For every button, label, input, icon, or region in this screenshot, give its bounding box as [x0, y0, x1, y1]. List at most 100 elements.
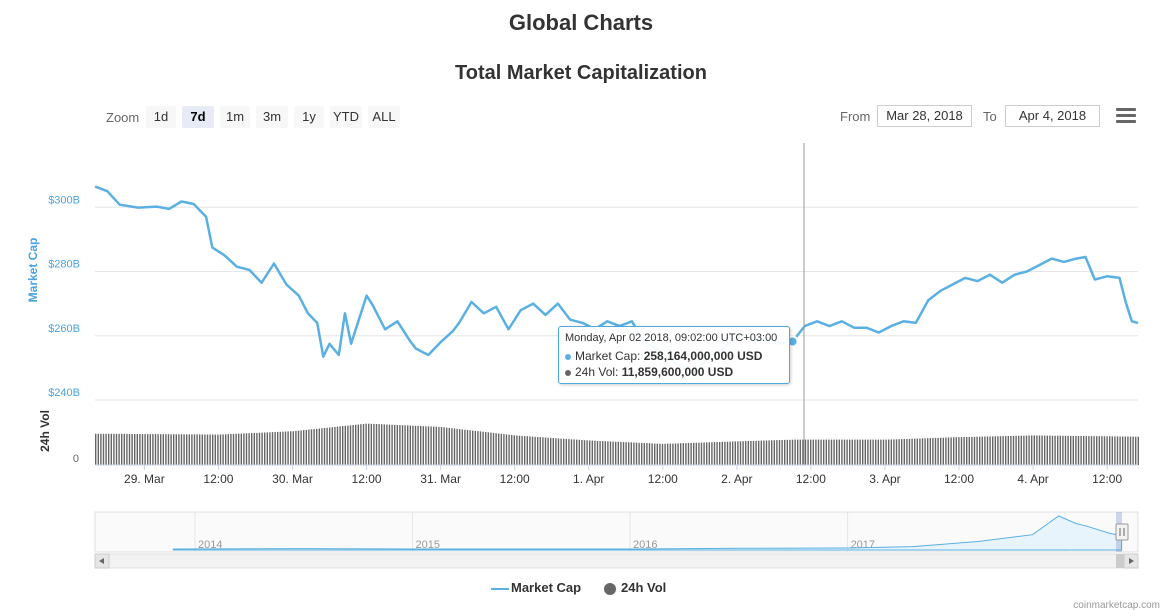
- volume-bar: [134, 434, 136, 465]
- volume-bar: [466, 430, 469, 465]
- volume-bar: [238, 433, 240, 465]
- volume-bar: [446, 427, 448, 465]
- chart-title: Total Market Capitalization: [455, 62, 707, 84]
- volume-bar: [326, 427, 328, 465]
- volume-bar: [355, 424, 357, 465]
- hamburger-menu-icon[interactable]: [1116, 108, 1136, 126]
- volume-bar: [625, 442, 627, 465]
- volume-bar: [407, 425, 409, 465]
- volume-bar: [498, 433, 500, 465]
- volume-bar: [196, 434, 198, 465]
- volume-bar: [565, 438, 567, 465]
- volume-bar: [609, 441, 612, 465]
- volume-bar: [108, 433, 110, 465]
- volume-bar: [999, 436, 1002, 465]
- volume-bar: [297, 430, 300, 465]
- from-date-input[interactable]: Mar 28, 2018: [877, 105, 972, 127]
- y-tick-label: $240B: [48, 387, 80, 399]
- volume-bar: [261, 432, 263, 465]
- volume-bar: [747, 441, 749, 465]
- zoom-all-button[interactable]: ALL: [368, 106, 400, 128]
- volume-bar: [581, 440, 583, 465]
- volume-bar: [368, 423, 370, 465]
- volume-bar: [243, 433, 245, 465]
- volume-bar: [95, 433, 97, 465]
- volume-bar: [768, 440, 770, 465]
- volume-bar: [997, 436, 999, 465]
- volume-bar: [245, 433, 248, 465]
- volume-bar: [1077, 436, 1080, 465]
- volume-bar: [1031, 435, 1033, 465]
- volume-bar: [323, 428, 326, 465]
- volume-bar: [973, 436, 976, 465]
- volume-bar: [794, 439, 796, 465]
- volume-bar: [472, 430, 474, 465]
- volume-bar: [698, 442, 700, 465]
- volume-bar: [771, 440, 773, 465]
- volume-bar: [737, 441, 739, 465]
- zoom-7d-button[interactable]: 7d: [182, 106, 214, 128]
- legend-item-market-cap[interactable]: Market Cap: [491, 580, 581, 595]
- volume-bar: [217, 434, 219, 465]
- credit-link[interactable]: coinmarketcap.com: [1073, 600, 1160, 611]
- volume-bar: [123, 433, 125, 465]
- volume-bar: [251, 433, 253, 465]
- volume-bar: [810, 439, 812, 465]
- volume-bar: [396, 425, 398, 465]
- volume-bar: [877, 439, 879, 465]
- volume-bar: [139, 434, 141, 465]
- volume-bar: [667, 443, 669, 465]
- navigator-handle[interactable]: [1115, 523, 1129, 541]
- volume-bar: [776, 440, 778, 465]
- to-date-input[interactable]: Apr 4, 2018: [1005, 105, 1100, 127]
- volume-bar: [232, 433, 235, 465]
- volume-bar: [357, 424, 359, 465]
- volume-bar: [950, 437, 952, 465]
- volume-bar: [833, 439, 835, 465]
- volume-bar: [290, 431, 292, 465]
- volume-bar: [1090, 436, 1093, 465]
- volume-bar: [651, 443, 653, 465]
- volume-bar: [1106, 436, 1108, 465]
- legend-item-volume[interactable]: 24h Vol: [604, 580, 666, 595]
- volume-bar: [568, 439, 570, 465]
- zoom-1y-button[interactable]: 1y: [294, 106, 324, 128]
- volume-bar: [550, 437, 552, 465]
- from-label: From: [840, 109, 871, 124]
- volume-bar: [903, 439, 905, 465]
- volume-bar: [893, 439, 895, 465]
- volume-bar: [266, 432, 268, 465]
- zoom-ytd-button[interactable]: YTD: [330, 106, 362, 128]
- volume-bar: [334, 426, 336, 465]
- volume-bar: [578, 439, 580, 465]
- x-tick-label: 4. Apr: [1017, 472, 1048, 486]
- volume-bar: [1103, 436, 1106, 465]
- volume-bar: [596, 440, 599, 465]
- chart-legend: Market Cap 24h Vol: [0, 580, 1162, 600]
- volume-bar: [856, 439, 859, 465]
- zoom-1m-button[interactable]: 1m: [220, 106, 250, 128]
- volume-bar: [620, 441, 622, 465]
- to-label: To: [983, 109, 997, 124]
- scrollbar-track[interactable]: [94, 553, 1139, 569]
- volume-bar: [193, 434, 196, 465]
- volume-bar: [191, 434, 193, 465]
- navigator-area: [172, 515, 1123, 551]
- zoom-3m-button[interactable]: 3m: [256, 106, 288, 128]
- volume-bar: [914, 438, 916, 465]
- volume-bar: [1085, 436, 1087, 465]
- volume-bar: [825, 439, 827, 465]
- x-tick-label: 12:00: [500, 472, 530, 486]
- volume-bar: [786, 439, 788, 465]
- scrollbar-thumb[interactable]: [1116, 554, 1124, 568]
- volume-bar: [313, 429, 315, 465]
- volume-bar: [321, 428, 323, 465]
- volume-bar: [173, 434, 175, 465]
- volume-bar: [867, 439, 869, 465]
- legend-label-volume: 24h Vol: [621, 580, 667, 595]
- volume-bar: [778, 440, 781, 465]
- volume-bar: [921, 438, 924, 465]
- volume-bar: [711, 442, 713, 465]
- volume-bar: [927, 438, 929, 465]
- zoom-1d-button[interactable]: 1d: [146, 106, 176, 128]
